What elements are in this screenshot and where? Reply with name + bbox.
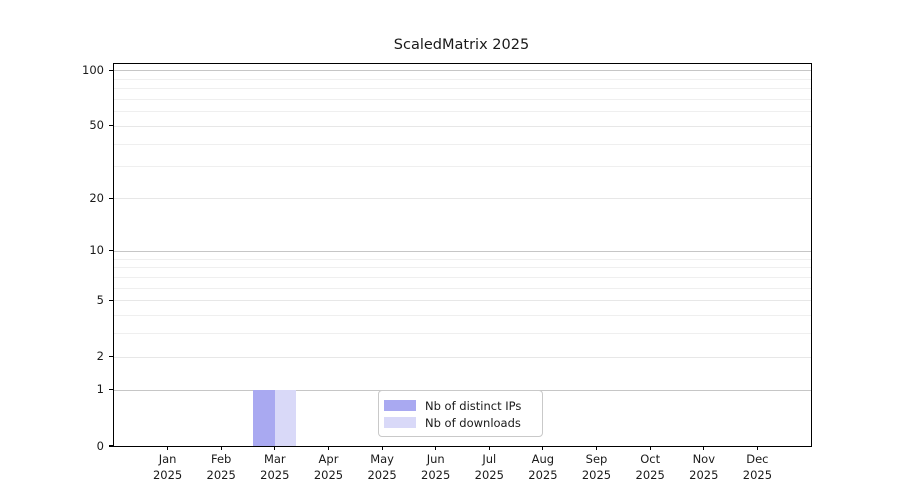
y-gridline bbox=[114, 356, 811, 358]
y-tick-mark bbox=[109, 125, 113, 127]
x-tick-label: Aug 2025 bbox=[528, 452, 558, 482]
legend-item-downloads: Nb of downloads bbox=[384, 415, 534, 430]
y-gridline-minor bbox=[114, 267, 811, 269]
legend-label-downloads: Nb of downloads bbox=[425, 415, 521, 430]
x-tick-label: Dec 2025 bbox=[742, 452, 773, 482]
chart-title: ScaledMatrix 2025 bbox=[393, 37, 530, 53]
y-gridline bbox=[114, 125, 811, 127]
x-tick-label: Oct 2025 bbox=[635, 452, 665, 482]
y-gridline-minor bbox=[114, 258, 811, 260]
x-tick-mark bbox=[488, 446, 490, 450]
x-tick-label: Mar 2025 bbox=[260, 452, 290, 482]
x-tick-label: Apr 2025 bbox=[313, 452, 344, 482]
y-gridline-minor bbox=[114, 276, 811, 278]
y-tick-mark bbox=[109, 250, 113, 252]
x-tick-mark bbox=[381, 446, 383, 450]
y-tick-mark bbox=[109, 355, 113, 358]
y-gridline-minor bbox=[114, 88, 811, 90]
y-gridline bbox=[114, 300, 811, 302]
x-tick-label: Jun 2025 bbox=[421, 452, 451, 482]
y-gridline-minor bbox=[114, 143, 811, 145]
y-tick-label: 50 bbox=[89, 118, 104, 133]
y-gridline-minor bbox=[114, 166, 811, 168]
y-tick-label: 2 bbox=[96, 349, 104, 363]
legend: Nb of distinct IPs Nb of downloads bbox=[378, 390, 543, 437]
legend-swatch-downloads bbox=[384, 417, 416, 428]
legend-label-distinct-ips: Nb of distinct IPs bbox=[425, 398, 522, 413]
y-gridline-major bbox=[114, 250, 811, 252]
y-tick-mark bbox=[109, 299, 113, 301]
x-tick-label: May 2025 bbox=[367, 452, 397, 482]
x-tick-mark bbox=[274, 446, 276, 450]
y-tick-label: 20 bbox=[89, 190, 104, 205]
y-gridline-minor bbox=[114, 111, 811, 113]
y-gridline-major bbox=[114, 70, 811, 72]
x-tick-label: Jan 2025 bbox=[152, 452, 183, 482]
y-tick-label: 0 bbox=[96, 438, 104, 453]
legend-item-distinct-ips: Nb of distinct IPs bbox=[384, 398, 534, 413]
y-tick-label: 1 bbox=[96, 382, 104, 397]
x-tick-label: Feb 2025 bbox=[206, 452, 236, 482]
x-tick-mark bbox=[542, 446, 544, 450]
y-tick-mark bbox=[109, 445, 113, 447]
x-tick-mark bbox=[167, 446, 169, 450]
x-tick-label: Nov 2025 bbox=[689, 452, 719, 482]
y-tick-mark bbox=[109, 197, 113, 199]
y-tick-label: 100 bbox=[82, 62, 104, 77]
x-tick-mark bbox=[220, 446, 222, 450]
y-gridline-minor bbox=[114, 78, 811, 80]
x-tick-mark bbox=[703, 446, 705, 450]
y-gridline-minor bbox=[114, 333, 811, 335]
bar-nb-of-distinct-ips bbox=[253, 389, 275, 446]
y-gridline-minor bbox=[114, 287, 811, 289]
legend-swatch-distinct-ips bbox=[384, 400, 416, 411]
x-tick-mark bbox=[756, 446, 758, 450]
x-tick-mark bbox=[435, 446, 437, 450]
x-tick-label: Jul 2025 bbox=[474, 452, 504, 482]
x-tick-label: Sep 2025 bbox=[581, 452, 612, 482]
y-gridline bbox=[114, 198, 811, 200]
x-tick-mark bbox=[649, 446, 651, 450]
bar-nb-of-downloads bbox=[274, 389, 297, 446]
plot-area bbox=[113, 63, 812, 447]
y-gridline-minor bbox=[114, 314, 811, 316]
y-gridline-minor bbox=[114, 98, 811, 100]
y-tick-mark bbox=[109, 389, 113, 391]
x-tick-mark bbox=[327, 446, 330, 450]
x-tick-mark bbox=[595, 446, 598, 450]
y-tick-label: 5 bbox=[96, 292, 104, 307]
y-tick-label: 10 bbox=[89, 243, 104, 258]
y-tick-mark bbox=[109, 69, 113, 71]
